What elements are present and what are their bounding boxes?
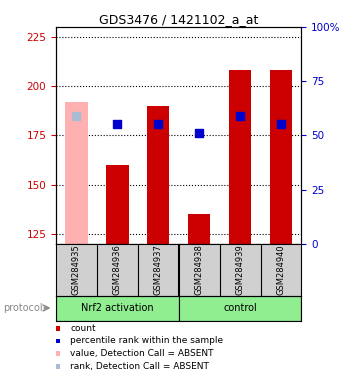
Text: GSM284936: GSM284936 xyxy=(113,244,122,295)
Point xyxy=(74,113,79,119)
Text: control: control xyxy=(223,303,257,313)
Bar xyxy=(56,296,179,321)
Text: GSM284938: GSM284938 xyxy=(195,244,204,295)
Bar xyxy=(270,70,292,244)
Point xyxy=(114,121,120,127)
Text: GSM284939: GSM284939 xyxy=(236,244,244,295)
Title: GDS3476 / 1421102_a_at: GDS3476 / 1421102_a_at xyxy=(99,13,258,26)
Text: GSM284940: GSM284940 xyxy=(277,245,286,295)
Text: value, Detection Call = ABSENT: value, Detection Call = ABSENT xyxy=(70,349,214,358)
Bar xyxy=(65,102,88,244)
Point xyxy=(196,130,202,136)
Text: rank, Detection Call = ABSENT: rank, Detection Call = ABSENT xyxy=(70,362,209,371)
Text: percentile rank within the sample: percentile rank within the sample xyxy=(70,336,223,346)
Text: GSM284935: GSM284935 xyxy=(72,244,81,295)
Bar xyxy=(106,165,129,244)
Bar xyxy=(179,296,301,321)
Point xyxy=(155,121,161,127)
Point xyxy=(278,121,284,127)
Text: GSM284937: GSM284937 xyxy=(154,244,163,295)
Point xyxy=(237,113,243,119)
Text: protocol: protocol xyxy=(4,303,43,313)
Bar xyxy=(188,214,210,244)
Text: Nrf2 activation: Nrf2 activation xyxy=(81,303,154,313)
Bar xyxy=(229,70,251,244)
Text: count: count xyxy=(70,324,96,333)
Bar xyxy=(147,106,170,244)
